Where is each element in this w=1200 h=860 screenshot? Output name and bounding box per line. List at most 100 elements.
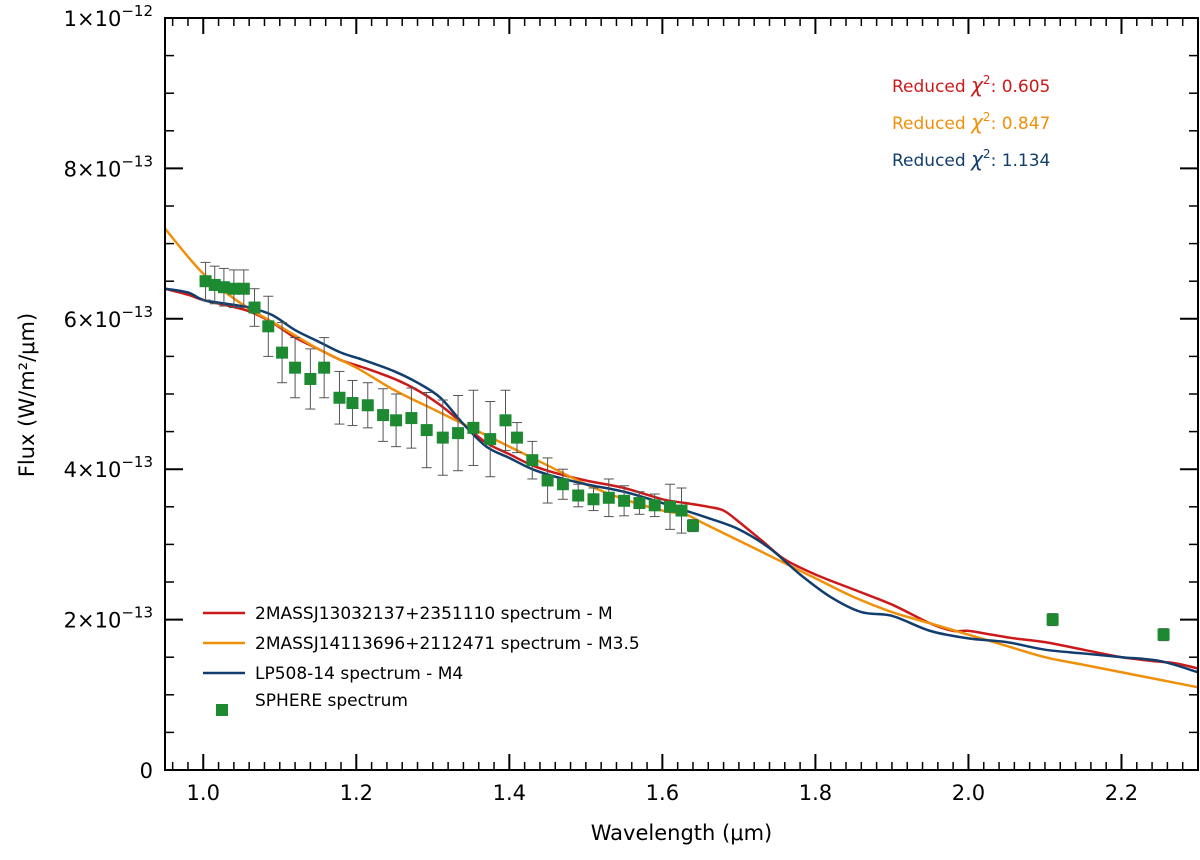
sphere-marker <box>1046 613 1059 626</box>
sphere-marker <box>227 282 240 295</box>
data-point <box>237 269 250 309</box>
x-tick-label: 1.0 <box>187 781 220 805</box>
data-point <box>1157 628 1170 642</box>
sphere-marker <box>237 282 250 295</box>
data-point <box>572 483 585 508</box>
y-tick-label: 4×10−13 <box>64 453 153 482</box>
y-tick-label: 0 <box>140 759 153 783</box>
legend-label-sphere: SPHERE spectrum <box>255 691 408 711</box>
x-tick-label: 2.0 <box>952 781 985 805</box>
data-point <box>556 468 569 500</box>
sphere-marker <box>541 474 554 487</box>
axis-labels: 1.0 1.2 1.4 1.6 1.8 2.0 2.2 0 2×10−13 4×10−13 6×10… <box>15 2 1138 845</box>
sphere-marker <box>664 500 677 513</box>
data-point <box>675 487 688 534</box>
sphere-marker <box>262 320 275 333</box>
sphere-marker <box>572 489 585 502</box>
sphere-marker <box>633 497 646 510</box>
x-axis-title: Wavelength (μm) <box>591 821 772 845</box>
data-point <box>377 388 390 442</box>
sphere-marker <box>276 346 289 359</box>
sphere-marker <box>217 281 230 294</box>
sphere-marker <box>390 414 403 427</box>
points-layer <box>199 261 1170 642</box>
legend-label-1: 2MASSJ13032137+2351110 spectrum - M <box>255 604 613 624</box>
data-point <box>420 391 433 469</box>
data-point <box>618 485 631 517</box>
sphere-marker <box>346 397 359 410</box>
sphere-marker <box>484 433 497 446</box>
sphere-marker <box>377 409 390 422</box>
data-point <box>276 322 289 384</box>
data-point <box>484 401 497 478</box>
x-tick-label: 1.6 <box>646 781 679 805</box>
data-point <box>304 348 317 410</box>
sphere-marker <box>618 494 631 507</box>
sphere-marker <box>452 427 465 440</box>
plot-frame <box>164 17 1199 771</box>
sphere-marker <box>675 504 688 517</box>
data-point <box>227 269 240 309</box>
data-point <box>390 393 403 448</box>
sphere-marker <box>587 493 600 506</box>
data-point <box>686 519 699 533</box>
sphere-marker <box>361 399 374 412</box>
data-point <box>541 457 554 504</box>
sphere-marker <box>199 275 212 288</box>
data-point <box>1046 613 1059 627</box>
data-point <box>633 491 646 515</box>
data-point <box>289 337 302 399</box>
sphere-marker <box>602 491 615 504</box>
sphere-marker <box>1157 628 1170 641</box>
sphere-marker <box>648 499 661 512</box>
data-point <box>318 337 331 399</box>
series-line-3 <box>165 287 1198 674</box>
data-point <box>648 493 661 518</box>
data-point <box>405 387 418 449</box>
data-point <box>333 370 346 425</box>
data-point <box>602 478 615 518</box>
sphere-marker <box>436 431 449 444</box>
data-point <box>452 395 465 472</box>
data-point <box>199 261 212 301</box>
sphere-marker <box>499 414 512 427</box>
sphere-marker <box>289 361 302 374</box>
data-point <box>664 483 677 530</box>
reduced-chi2-1: Reduced χ2: 0.605 <box>892 73 1050 97</box>
y-tick-label: 2×10−13 <box>64 604 153 633</box>
y-tick-label: 8×10−13 <box>64 152 153 181</box>
sphere-marker <box>333 391 346 404</box>
sphere-marker <box>318 361 331 374</box>
legend: 2MASSJ13032137+2351110 spectrum - M 2MASS… <box>203 604 640 716</box>
sphere-marker <box>526 454 539 467</box>
data-point <box>346 379 359 427</box>
sphere-marker <box>420 424 433 437</box>
y-tick-label: 6×10−13 <box>64 303 153 332</box>
sphere-marker <box>556 478 569 491</box>
chi-square-annotations: Reduced χ2: 0.605 Reduced χ2: 0.847 Reduce… <box>892 73 1050 171</box>
y-axis-title: Flux (W/m²/μm) <box>15 313 39 477</box>
x-tick-label: 1.2 <box>340 781 373 805</box>
x-tick-label: 1.4 <box>493 781 526 805</box>
legend-label-3: LP508-14 spectrum - M4 <box>255 664 463 684</box>
x-tick-label: 2.2 <box>1105 781 1138 805</box>
reduced-chi2-3: Reduced χ2: 1.134 <box>892 147 1050 171</box>
data-point <box>208 265 221 305</box>
data-point <box>510 422 523 454</box>
data-point <box>361 382 374 429</box>
sphere-marker <box>248 301 261 314</box>
sphere-marker <box>467 421 480 434</box>
data-point <box>499 389 512 451</box>
sphere-marker <box>304 372 317 385</box>
data-point <box>587 487 600 512</box>
x-tick-label: 1.8 <box>799 781 832 805</box>
y-tick-label: 1×10−12 <box>64 2 153 31</box>
data-point <box>262 295 275 357</box>
sphere-marker <box>686 519 699 532</box>
data-point <box>436 399 449 476</box>
legend-label-2: 2MASSJ14113696+2112471 spectrum - M3.5 <box>255 634 640 654</box>
data-point <box>217 267 230 307</box>
data-point <box>248 288 261 327</box>
